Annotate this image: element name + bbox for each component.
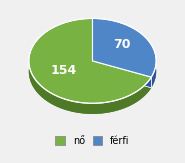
Text: 154: 154: [50, 64, 77, 77]
Polygon shape: [92, 18, 156, 77]
Text: 70: 70: [113, 38, 130, 51]
Polygon shape: [92, 61, 151, 88]
Polygon shape: [92, 18, 156, 88]
Legend: nő, férfi: nő, férfi: [51, 132, 134, 150]
Ellipse shape: [29, 29, 156, 114]
Polygon shape: [29, 18, 151, 114]
Polygon shape: [29, 18, 151, 103]
Polygon shape: [92, 61, 151, 88]
